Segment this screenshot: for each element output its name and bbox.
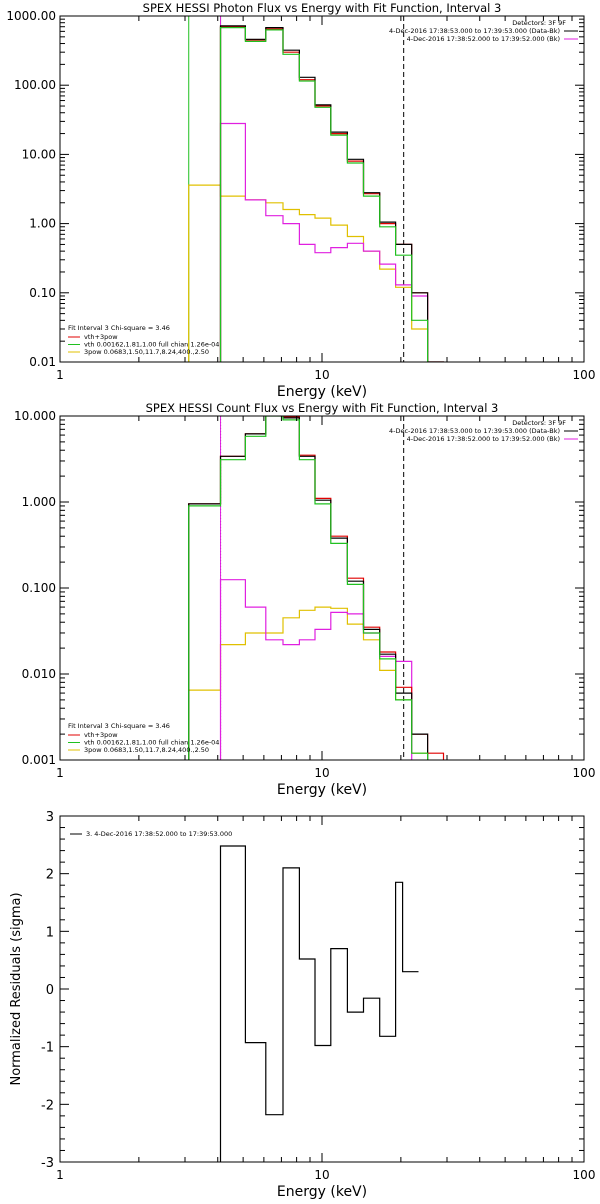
- y-tick-label: 10.000: [14, 409, 56, 423]
- legend-entry: 4-Dec-2016 17:38:53.000 to 17:39:53.000 …: [389, 427, 560, 435]
- y-tick-label: 100.00: [14, 78, 56, 92]
- x-tick-label: 100: [573, 368, 596, 382]
- chart-panel-2: SPEX HESSI Count Flux vs Energy with Fit…: [14, 401, 595, 798]
- y-tick-label: 10.00: [22, 147, 56, 161]
- y-tick-label: 3: [46, 810, 54, 825]
- y-tick-label: 1: [46, 925, 54, 940]
- series-line-data: [219, 845, 419, 1162]
- x-tick-label: 1: [56, 1168, 64, 1182]
- plot-frame: [59, 815, 585, 1163]
- y-tick-label: 0.010: [22, 667, 56, 681]
- y-tick-label: 0: [46, 983, 54, 998]
- series-line-3pow: [188, 184, 429, 362]
- series-line-vth: [219, 579, 413, 760]
- y-tick-label: 0.01: [29, 355, 56, 369]
- series-line-background: [188, 416, 445, 760]
- y-tick-label: 1000.00: [6, 9, 56, 23]
- x-tick-label: 10: [314, 766, 329, 780]
- x-tick-label: 1: [56, 766, 64, 780]
- legend-entry: 4-Dec-2016 17:38:52.000 to 17:39:52.000 …: [407, 435, 560, 443]
- legend-entry: 3pow 0.0683,1.50,11.7,8.24,400.,2.50: [84, 746, 209, 754]
- y-axis-label: Normalized Residuals (sigma): [9, 892, 24, 1085]
- series-group: [219, 845, 419, 1162]
- y-tick-label: -3: [41, 1156, 54, 1171]
- y-tick-label: 0.100: [22, 581, 56, 595]
- legend-entry: vth 0.00162,1.81,1.00 full chian 1.26e-0…: [84, 739, 219, 747]
- legend-entry: 4-Dec-2016 17:38:52.000 to 17:39:52.000 …: [407, 35, 560, 43]
- series-line-data: [188, 416, 429, 760]
- series-line-background: [219, 26, 445, 362]
- x-axis-label: Energy (keV): [277, 1184, 367, 1200]
- legend-entry: vth+3pow: [84, 333, 118, 341]
- legend-entry: 4-Dec-2016 17:38:53.000 to 17:39:53.000 …: [389, 27, 560, 35]
- y-tick-label: 1.00: [29, 217, 56, 231]
- y-tick-label: 2: [46, 868, 54, 883]
- x-axis-label: Energy (keV): [277, 782, 367, 798]
- series-group: [188, 25, 445, 362]
- x-tick-label: 100: [573, 1168, 596, 1182]
- x-tick-label: 10: [314, 368, 329, 382]
- series-line-total_fit: [219, 27, 429, 362]
- x-axis-label: Energy (keV): [277, 384, 367, 400]
- x-tick-label: 100: [573, 766, 596, 780]
- plot-frame: [59, 415, 585, 761]
- legend-entry: 3pow 0.0683,1.50,11.7,8.24,400.,2.50: [84, 348, 209, 356]
- legend-entry: vth+3pow: [84, 731, 118, 739]
- legend-header: Detectors: 3F 9F: [512, 19, 566, 27]
- plot-frame: [59, 15, 585, 363]
- series-line-data: [219, 25, 445, 362]
- chart-title: SPEX HESSI Photon Flux vs Energy with Fi…: [143, 1, 502, 15]
- series-group: [188, 416, 445, 760]
- chart-panel-1: SPEX HESSI Photon Flux vs Energy with Fi…: [6, 1, 595, 400]
- y-tick-label: 1.000: [22, 495, 56, 509]
- chart-title: SPEX HESSI Count Flux vs Energy with Fit…: [146, 401, 499, 415]
- legend-entry: 3. 4-Dec-2016 17:38:52.000 to 17:39:53.0…: [86, 830, 232, 838]
- x-tick-label: 10: [314, 1168, 329, 1182]
- legend-entry: vth 0.00162,1.81,1.00 full chian 1.26e-0…: [84, 341, 219, 349]
- legend-header: Detectors: 3F 9F: [512, 419, 566, 427]
- y-tick-label: 0.001: [22, 753, 56, 767]
- series-line-total_fit: [188, 416, 429, 760]
- x-tick-label: 1: [56, 368, 64, 382]
- y-tick-label: -1: [41, 1041, 54, 1056]
- series-line-3pow: [188, 606, 429, 760]
- y-tick-label: 0.10: [29, 286, 56, 300]
- legend-header: Fit Interval 3 Chi-square = 3.46: [68, 722, 170, 730]
- legend-header: Fit Interval 3 Chi-square = 3.46: [68, 324, 170, 332]
- series-line-vth: [219, 122, 429, 362]
- y-tick-label: -2: [41, 1098, 54, 1113]
